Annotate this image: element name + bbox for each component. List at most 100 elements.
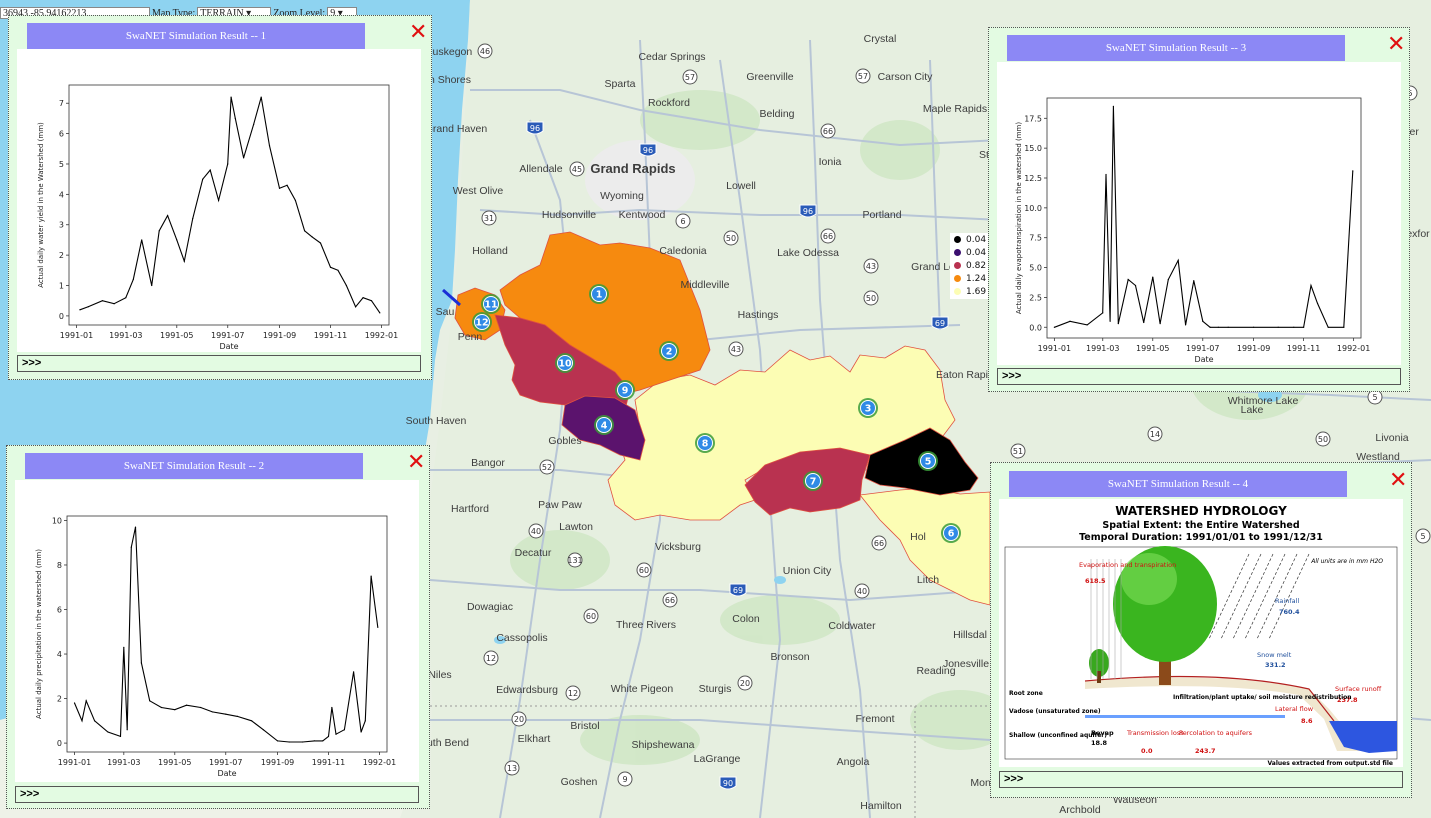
subbasin-1-2[interactable] [499, 231, 711, 396]
data-point [202, 178, 204, 180]
route-shield: 51 [1010, 443, 1026, 459]
data-point [1352, 170, 1354, 172]
shield-number: 96 [643, 146, 653, 155]
close-icon[interactable]: ✕ [407, 450, 426, 475]
route-shield: 6 [675, 213, 691, 229]
data-point [337, 269, 339, 271]
route-shield: 90 [719, 776, 737, 790]
more-button[interactable]: >>> [15, 786, 419, 803]
data-point [140, 662, 142, 664]
more-button[interactable]: >>> [17, 355, 421, 372]
subbasin-marker-11[interactable]: 11 [481, 294, 501, 314]
subbasin-marker-9[interactable]: 9 [615, 380, 635, 400]
diagram-footer: Values extracted from output.std file [1267, 760, 1393, 767]
route-shield: 12 [483, 650, 499, 666]
popup-title: SwaNET Simulation Result -- 2 [25, 453, 363, 479]
chart-area: 0 1 2 3 4 5 6 7 1991-01 1991-03 1991-05 1991-07 1991… [17, 49, 421, 352]
data-point [225, 713, 227, 715]
subbasin-number: 9 [622, 386, 629, 397]
place-label: n Shores [429, 74, 471, 86]
y-axis-label: Actual daily water yield in the Watershe… [37, 122, 45, 288]
y-tick-label: 4 [59, 190, 64, 199]
stream-channel [1329, 721, 1397, 753]
subbasin-marker-12[interactable]: 12 [472, 312, 492, 332]
more-button[interactable]: >>> [997, 368, 1401, 385]
subbasin-number: 2 [666, 347, 673, 358]
zoom-level-label: Zoom Level: [273, 7, 326, 19]
more-button[interactable]: >>> [999, 771, 1403, 788]
shield-number: 40 [531, 527, 541, 536]
data-point [107, 731, 109, 733]
shield-number: 96 [803, 207, 813, 216]
place-label: Sau [436, 306, 455, 318]
place-label: Elkhart [518, 733, 551, 745]
subbasin-marker-5[interactable]: 5 [918, 451, 938, 471]
place-label: Fremont [855, 713, 894, 725]
result-popup-4: SwaNET Simulation Result -- 4 ✕ WATERSHE… [990, 462, 1412, 798]
shield-number: 51 [1013, 447, 1023, 456]
subbasin-marker-6[interactable]: 6 [941, 523, 961, 543]
data-point [1217, 326, 1219, 328]
shield-number: 66 [665, 596, 675, 605]
data-point [1343, 326, 1345, 328]
y-tick-label: 6 [57, 606, 62, 615]
units-note: All units are in mm H2O [1310, 558, 1383, 565]
plot-frame [68, 84, 390, 326]
place-label: Goshen [561, 776, 598, 788]
place-label: Vicksburg [655, 541, 701, 553]
y-tick-label: 10.0 [1024, 204, 1042, 213]
place-label: Bangor [471, 457, 505, 469]
close-icon[interactable]: ✕ [1389, 468, 1408, 493]
close-icon[interactable]: ✕ [409, 20, 428, 45]
subbasin-marker-10[interactable]: 10 [555, 353, 575, 373]
y-tick-label: 1 [59, 282, 64, 291]
route-shield: 13 [504, 760, 520, 776]
close-icon[interactable]: ✕ [1387, 32, 1406, 57]
subbasin-number: 10 [558, 359, 572, 370]
shield-number: 20 [514, 715, 524, 724]
shield-number: 66 [823, 127, 833, 136]
small-tree-trunk [1097, 671, 1101, 683]
place-label: Coldwater [828, 620, 876, 632]
subbasin-marker-1[interactable]: 1 [589, 284, 609, 304]
shield-number: 90 [723, 779, 733, 788]
y-tick-label: 3 [59, 221, 64, 230]
rain-label: Rainfall [1275, 597, 1299, 605]
place-label: Hillsdal [953, 629, 987, 641]
place-label: Maple Rapids [923, 103, 987, 115]
place-label: Bristol [570, 720, 599, 732]
percolation-label: Percolation to aquifers [1179, 729, 1253, 737]
place-label: Colon [732, 613, 760, 625]
subbasin-marker-8[interactable]: 8 [695, 433, 715, 453]
y-axis-label: Actual daily evapotranspiration in the w… [1015, 122, 1023, 314]
route-shield: 57 [855, 68, 871, 84]
place-label: Grand Rapids [590, 161, 675, 176]
data-point [304, 230, 306, 232]
water-table [1085, 715, 1285, 718]
place-label: Ionia [819, 156, 842, 168]
place-label: Crystal [864, 33, 897, 45]
y-tick-label: 0 [57, 739, 62, 748]
subbasin-marker-2[interactable]: 2 [659, 341, 679, 361]
x-tick-label: 1991-07 [1186, 344, 1219, 353]
subbasin-marker-7[interactable]: 7 [803, 471, 823, 491]
y-tick-label: 0 [59, 312, 64, 321]
data-point [1069, 320, 1071, 322]
snow-label: Snow melt [1257, 651, 1292, 659]
route-shield: 46 [477, 43, 493, 59]
y-tick-label: 2 [59, 251, 64, 260]
subbasin-marker-4[interactable]: 4 [594, 415, 614, 435]
legend-value: 0.04 [966, 234, 987, 245]
shield-number: 50 [866, 294, 876, 303]
x-tick-label: 1992-01 [363, 758, 396, 767]
route-shield: 96 [799, 204, 817, 218]
data-point [335, 733, 337, 735]
place-label: LaGrange [694, 753, 741, 765]
y-tick-label: 4 [57, 650, 62, 659]
root-zone-label: Root zone [1009, 690, 1043, 697]
subbasin-number: 12 [475, 318, 488, 329]
lateral-value: 8.6 [1301, 717, 1313, 725]
subbasin-marker-3[interactable]: 3 [858, 398, 878, 418]
chart-area: 0 2 4 6 8 10 1991-01 1991-03 1991-05 1991-07 1991-… [15, 480, 419, 782]
